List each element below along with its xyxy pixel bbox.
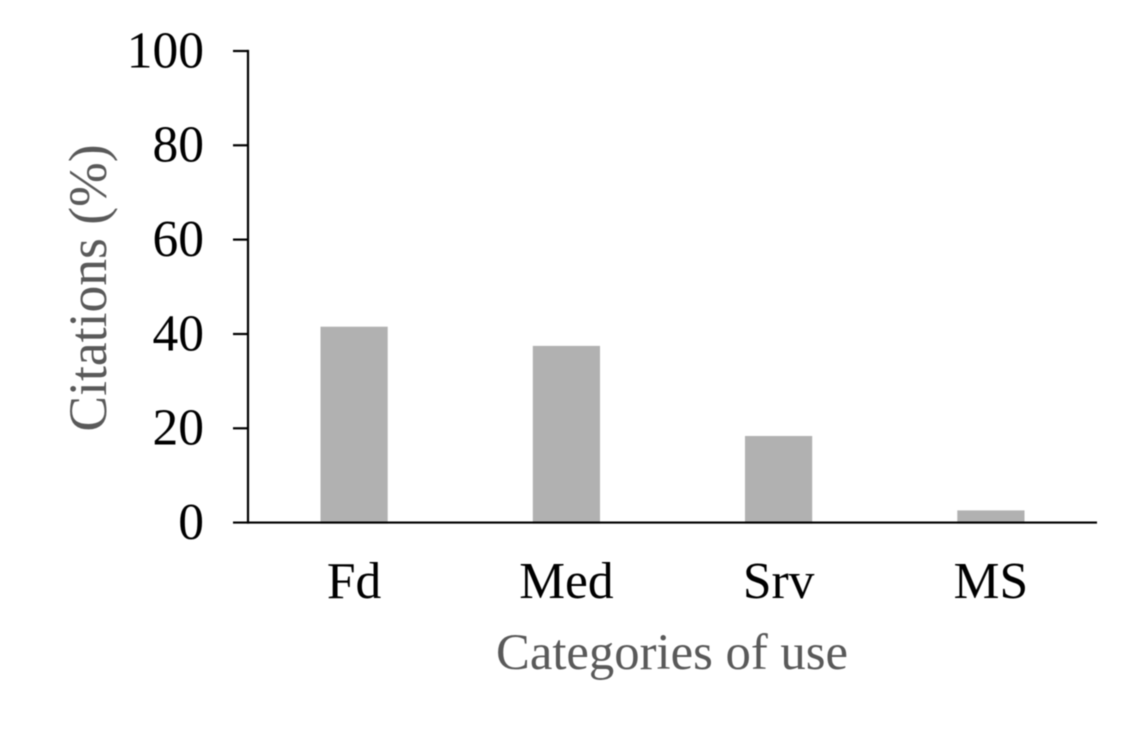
svg-text:60: 60	[153, 211, 205, 268]
svg-text:Citations (%): Citations (%)	[58, 144, 118, 431]
svg-text:40: 40	[153, 305, 205, 362]
svg-text:0: 0	[178, 494, 204, 551]
svg-text:Categories of use: Categories of use	[496, 624, 848, 680]
svg-text:MS: MS	[954, 553, 1028, 610]
svg-text:20: 20	[153, 400, 205, 457]
svg-text:Srv: Srv	[743, 553, 815, 610]
svg-text:Med: Med	[519, 553, 614, 610]
svg-text:80: 80	[153, 117, 205, 174]
svg-text:100: 100	[127, 22, 204, 79]
svg-text:Fd: Fd	[327, 553, 382, 610]
